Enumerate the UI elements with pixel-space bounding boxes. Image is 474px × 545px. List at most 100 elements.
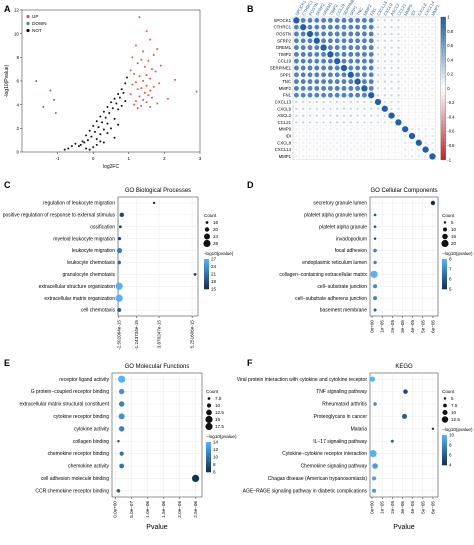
colorbar-segment xyxy=(440,113,446,118)
heatmap-cell xyxy=(410,121,414,124)
heatmap-cell xyxy=(355,31,361,37)
color-legend-segment xyxy=(206,450,211,453)
heatmap-cell xyxy=(301,134,305,138)
point-up xyxy=(149,77,152,80)
color-legend-segment xyxy=(204,287,209,290)
heatmap-cell xyxy=(403,114,407,117)
colorbar-segment xyxy=(440,77,446,82)
heatmap-cell xyxy=(410,19,414,22)
heatmap-cell xyxy=(410,155,414,158)
point-up xyxy=(134,81,137,84)
point-up xyxy=(147,59,150,62)
data-point xyxy=(390,439,394,443)
plot-frame xyxy=(111,372,203,498)
heatmap-cell xyxy=(410,114,414,117)
heatmap-cell xyxy=(431,59,434,63)
heatmap-cell xyxy=(369,127,373,131)
size-legend-label: 12.5 xyxy=(215,410,224,415)
point-up xyxy=(152,85,155,88)
heatmap-cell xyxy=(390,59,393,63)
size-legend-label: 15 xyxy=(451,234,457,239)
data-point xyxy=(191,474,200,482)
color-legend-segment xyxy=(442,458,447,461)
heatmap-cell xyxy=(293,65,299,71)
legend-label-down: DOWN xyxy=(32,21,47,26)
color-legend-segment xyxy=(204,260,209,262)
color-legend-label: 12 xyxy=(213,447,219,452)
point-not xyxy=(117,93,120,96)
color-legend-segment xyxy=(442,287,447,290)
point-up xyxy=(131,56,134,59)
color-legend-segment xyxy=(442,447,447,450)
heatmap-cell xyxy=(424,53,427,56)
heatmap-col-label: CCL21 xyxy=(396,2,407,16)
point-not xyxy=(110,127,112,130)
data-point xyxy=(430,200,436,206)
category-label: chemokine activity xyxy=(68,464,109,470)
data-point xyxy=(117,237,122,241)
heatmap-cell xyxy=(335,114,339,117)
colorbar-segment xyxy=(440,138,446,143)
heatmap-row-label: POSTN xyxy=(276,32,291,37)
point-down xyxy=(42,106,45,109)
colorbar-tick-label: 0.2 xyxy=(447,72,453,77)
heatmap-cell xyxy=(383,87,387,90)
data-point xyxy=(369,450,377,458)
category-label: leukocyte chemotaxis xyxy=(67,260,115,266)
color-legend-label: 7 xyxy=(449,267,452,272)
heatmap-cell xyxy=(314,51,320,57)
color-legend-segment xyxy=(206,448,211,450)
heatmap-cell xyxy=(363,107,366,111)
heatmap-cell xyxy=(397,107,400,111)
heatmap-cell xyxy=(295,107,298,111)
point-not xyxy=(122,91,125,94)
color-legend-segment xyxy=(204,280,209,282)
heatmap-col-label: SPP1 xyxy=(349,4,359,16)
heatmap-cell xyxy=(397,148,400,151)
color-legend-segment xyxy=(206,468,211,470)
category-label: leukocyte migration xyxy=(72,248,115,254)
color-legend-segment xyxy=(204,277,209,280)
colorbar-tick-label: 1 xyxy=(447,15,450,20)
size-legend-marker xyxy=(441,416,449,423)
heatmap-cell xyxy=(334,58,341,65)
colorbar-segment xyxy=(440,95,446,100)
heatmap-cell xyxy=(335,134,339,138)
heatmap-cell xyxy=(397,141,400,145)
heatmap-cell xyxy=(376,19,380,22)
category-label: cell chemotaxis xyxy=(81,308,116,314)
color-legend-segment xyxy=(204,265,209,267)
color-legend-label: 10 xyxy=(449,433,455,438)
data-point xyxy=(118,225,122,229)
heatmap-cell xyxy=(322,114,325,117)
heatmap-cell xyxy=(431,93,434,97)
heatmap-cell xyxy=(341,31,347,37)
size-legend-label: 16 xyxy=(213,220,219,225)
heatmap-cell xyxy=(363,100,366,104)
color-legend-segment xyxy=(442,436,447,438)
heatmap-cell xyxy=(424,73,427,77)
data-point xyxy=(116,247,123,254)
heatmap-cell xyxy=(410,39,414,43)
heatmap-cell xyxy=(355,17,361,23)
color-legend-title: −log10(pvalue) xyxy=(442,251,473,256)
heatmap-cell xyxy=(307,17,313,23)
x-tick-label: 4e−05 xyxy=(410,320,415,333)
heatmap-cell xyxy=(363,127,366,131)
heatmap-cell xyxy=(293,24,299,30)
colorbar-segment xyxy=(440,52,446,57)
point-up xyxy=(136,107,139,110)
data-point xyxy=(372,476,377,481)
category-label: Cytokine−cytokine receptor interaction xyxy=(282,451,367,457)
heatmap-cell xyxy=(300,17,306,23)
heatmap-cell xyxy=(383,114,387,117)
category-label: regulation of leukocyte migration xyxy=(43,201,115,207)
size-legend-marker xyxy=(443,403,447,408)
heatmap-cell xyxy=(342,127,346,131)
heatmap-cell xyxy=(390,80,393,83)
heatmap-cell xyxy=(376,80,380,83)
point-up xyxy=(145,74,148,77)
heatmap-cell xyxy=(301,114,305,117)
color-legend-segment xyxy=(442,462,447,465)
heatmap-cell xyxy=(376,46,380,49)
